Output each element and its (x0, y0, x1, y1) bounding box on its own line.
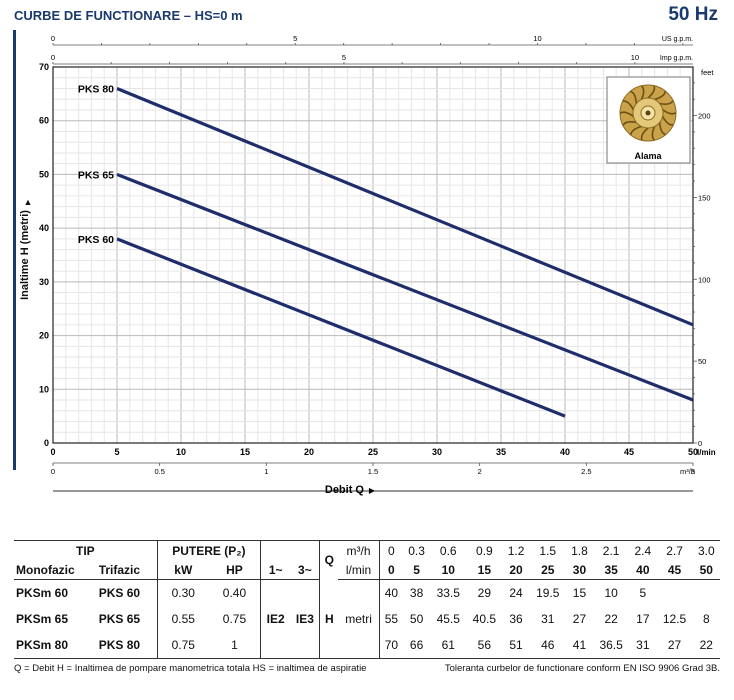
chart-series: PKS 80 PKS 65 PKS 60 (78, 83, 694, 418)
y-tick-label: 40 (39, 223, 49, 233)
trifazic-header: Trifazic (96, 560, 158, 580)
tip-header: TIP (14, 540, 158, 560)
impeller-blade (647, 85, 656, 99)
x-tick-label: 15 (240, 447, 250, 457)
series-label: PKS 80 (78, 83, 114, 95)
y-tick-label: 10 (39, 384, 49, 394)
usgpm-tick-label: 5 (293, 34, 297, 43)
footer-tolerance: Toleranta curbelor de functionare confor… (444, 663, 720, 674)
feet-tick-label: 50 (698, 357, 706, 366)
impeller-blade (662, 109, 677, 115)
feet-tick-label: 150 (698, 193, 711, 202)
impgpm-tick-label: 5 (342, 53, 346, 62)
footer-legend: Q = Debit H = Inaltimea de pompare manom… (14, 663, 367, 674)
impgpm-tick-label: 10 (631, 53, 639, 62)
plot-frame (52, 66, 694, 444)
impeller-blade (659, 100, 674, 105)
spec-table: TIP PUTERE (P₂) Q m³/h 0 0.3 0.6 0.9 1.2 1.5 1… (14, 540, 720, 659)
impeller-blade (630, 125, 642, 135)
x-tick-label: 25 (368, 447, 378, 457)
table-row: PKSm 60 PKS 60 0.30 0.40 40 38 33.5 29 24 19.5 1… (14, 579, 720, 606)
y-axis-arrow-icon: ▲ (24, 197, 33, 207)
m3h-tick-label: 2 (478, 467, 482, 476)
usgpm-unit: US g.p.m. (662, 36, 693, 43)
x-axis-arrow-icon: ▶ (369, 486, 376, 495)
x-tick-label: 5 (114, 447, 119, 457)
accent-bar (13, 30, 16, 470)
m3h-label: m³/h (338, 540, 380, 560)
impeller-blade (658, 122, 666, 136)
y-tick-label: 20 (39, 331, 49, 341)
m3h-tick-label: 1.5 (368, 467, 378, 476)
lmin-label: l/min (338, 560, 380, 580)
x-unit-lmin: l/min (697, 448, 716, 457)
y-tick-label: 30 (39, 277, 49, 287)
putere-header: PUTERE (P₂) (156, 540, 261, 560)
impeller-blade (622, 121, 637, 126)
m3h-tick-label: 0.5 (154, 467, 164, 476)
impeller-blade (622, 100, 635, 111)
x-tick-label: 20 (304, 447, 314, 457)
feet-tick-label: 0 (698, 439, 702, 448)
chart-title: CURBE DE FUNCTIONARE – HS=0 m (14, 8, 243, 23)
m3h-tick-label: 0 (51, 467, 55, 476)
table-row: PKSm 80 PKS 80 0.75 1 70 66 61 56 51 46 41 36.5 31… (14, 632, 720, 659)
impeller-blade (640, 85, 645, 100)
y-axis-label: Inaltime H (metri) (19, 210, 31, 300)
m3h-tick-label: 3 (691, 467, 695, 476)
m3h-tick-label: 1 (264, 467, 268, 476)
series-line (116, 87, 694, 327)
m3h-tick-label: 2.5 (581, 467, 591, 476)
feet-unit: feet (701, 68, 714, 77)
q-header: Q (319, 540, 339, 580)
impgpm-unit: Imp g.p.m. (660, 55, 693, 62)
feet-tick-label: 200 (698, 112, 711, 121)
x-tick-label: 30 (432, 447, 442, 457)
impeller-blade (654, 91, 666, 101)
series-label: PKS 60 (78, 234, 114, 246)
impeller-icon (619, 84, 677, 142)
x-tick-label: 0 (50, 447, 55, 457)
x-tick-label: 10 (176, 447, 186, 457)
inset-label: Alama (634, 151, 662, 161)
impgpm-tick-label: 0 (51, 53, 55, 62)
feet-tick-label: 100 (698, 275, 711, 284)
x-tick-label: 40 (560, 447, 570, 457)
impeller-blade (630, 90, 638, 104)
series-label: PKS 65 (78, 169, 114, 181)
chart-grid (53, 66, 694, 443)
x-axis-label: Debit Q (325, 484, 365, 496)
impeller-inset: Alama (606, 76, 691, 164)
x-tick-label: 35 (496, 447, 506, 457)
usgpm-tick-label: 10 (533, 34, 541, 43)
y-tick-label: 0 (44, 438, 49, 448)
y-tick-label: 60 (39, 116, 49, 126)
x-unit-m3h: m³/h (680, 467, 695, 476)
impeller-blade (661, 115, 674, 126)
frequency-label: 50 Hz (668, 4, 718, 25)
y-tick-label: 70 (39, 62, 49, 72)
impeller-blade (619, 111, 634, 117)
usgpm-tick-label: 0 (51, 34, 55, 43)
impeller-blade (640, 127, 649, 141)
series-line (116, 172, 694, 402)
x-tick-label: 50 (688, 447, 698, 457)
y-tick-label: 50 (39, 169, 49, 179)
x-tick-label: 45 (624, 447, 634, 457)
impeller-blade (651, 126, 656, 141)
series-line (116, 237, 566, 418)
monofazic-header: Monofazic (14, 560, 97, 580)
